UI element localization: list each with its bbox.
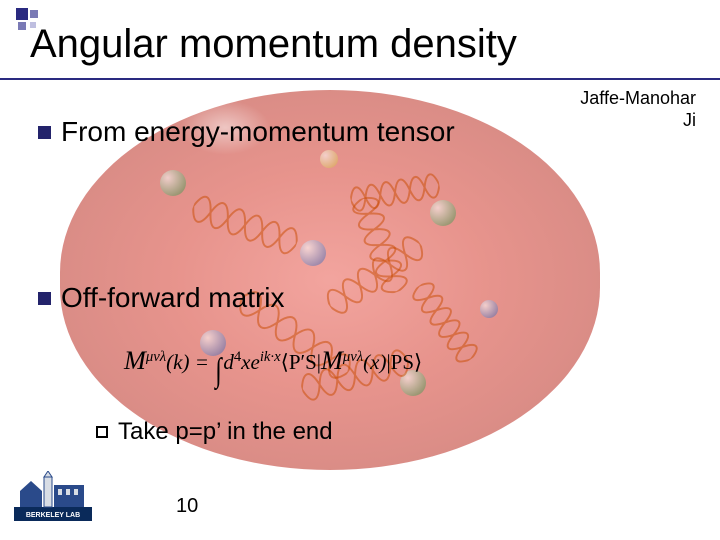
- corner-square: [16, 8, 28, 20]
- eq-lhs-superscript: μνλ: [146, 349, 166, 365]
- quark-dot: [480, 300, 498, 318]
- title-underline: [0, 78, 720, 80]
- corner-square: [18, 22, 26, 30]
- bullet-1-text: From energy-momentum tensor: [61, 116, 455, 148]
- attribution-line-1: Jaffe-Manohar: [580, 88, 696, 110]
- eq-k-arg: (k) =: [166, 350, 214, 374]
- bullet-marker-icon: [38, 292, 51, 305]
- eq-var: xe: [241, 350, 260, 374]
- logo-art: [20, 471, 84, 507]
- sub-bullet: Take p=p’ in the end: [96, 418, 333, 446]
- slide-title: Angular momentum density: [30, 22, 517, 67]
- attribution-line-2: Ji: [580, 110, 696, 132]
- berkeley-lab-logo: BERKELEY LAB: [14, 471, 92, 526]
- eq-measure: d: [223, 350, 234, 374]
- sub-bullet-text: Take p=p’ in the end: [118, 418, 333, 446]
- bullet-marker-icon: [38, 126, 51, 139]
- bullet-2: Off-forward matrix: [38, 282, 285, 314]
- corner-square: [30, 10, 38, 18]
- bullet-2-text: Off-forward matrix: [61, 282, 285, 314]
- eq-op-symbol: M: [321, 346, 343, 375]
- eq-op-superscript: μνλ: [343, 349, 363, 365]
- equation: Mμνλ(k) = ∫d4xeik·x⟨P′S|Mμνλ(x)|PS⟩: [124, 346, 422, 390]
- eq-op-arg: (x): [363, 350, 386, 374]
- quark-dot: [160, 170, 186, 196]
- integral-icon: ∫: [216, 352, 222, 390]
- eq-exp-sup: ik·x: [260, 349, 281, 365]
- quark-dot: [320, 150, 338, 168]
- eq-ket: |PS⟩: [386, 350, 422, 374]
- attribution: Jaffe-Manohar Ji: [580, 88, 696, 131]
- logo-text: BERKELEY LAB: [26, 512, 80, 519]
- eq-lhs-symbol: M: [124, 346, 146, 375]
- bullet-1: From energy-momentum tensor: [38, 116, 455, 148]
- quark-dot: [300, 240, 326, 266]
- hollow-bullet-marker-icon: [96, 426, 108, 438]
- logo-svg: BERKELEY LAB: [14, 471, 92, 521]
- eq-bra: ⟨P′S|: [281, 350, 321, 374]
- page-number: 10: [176, 495, 198, 518]
